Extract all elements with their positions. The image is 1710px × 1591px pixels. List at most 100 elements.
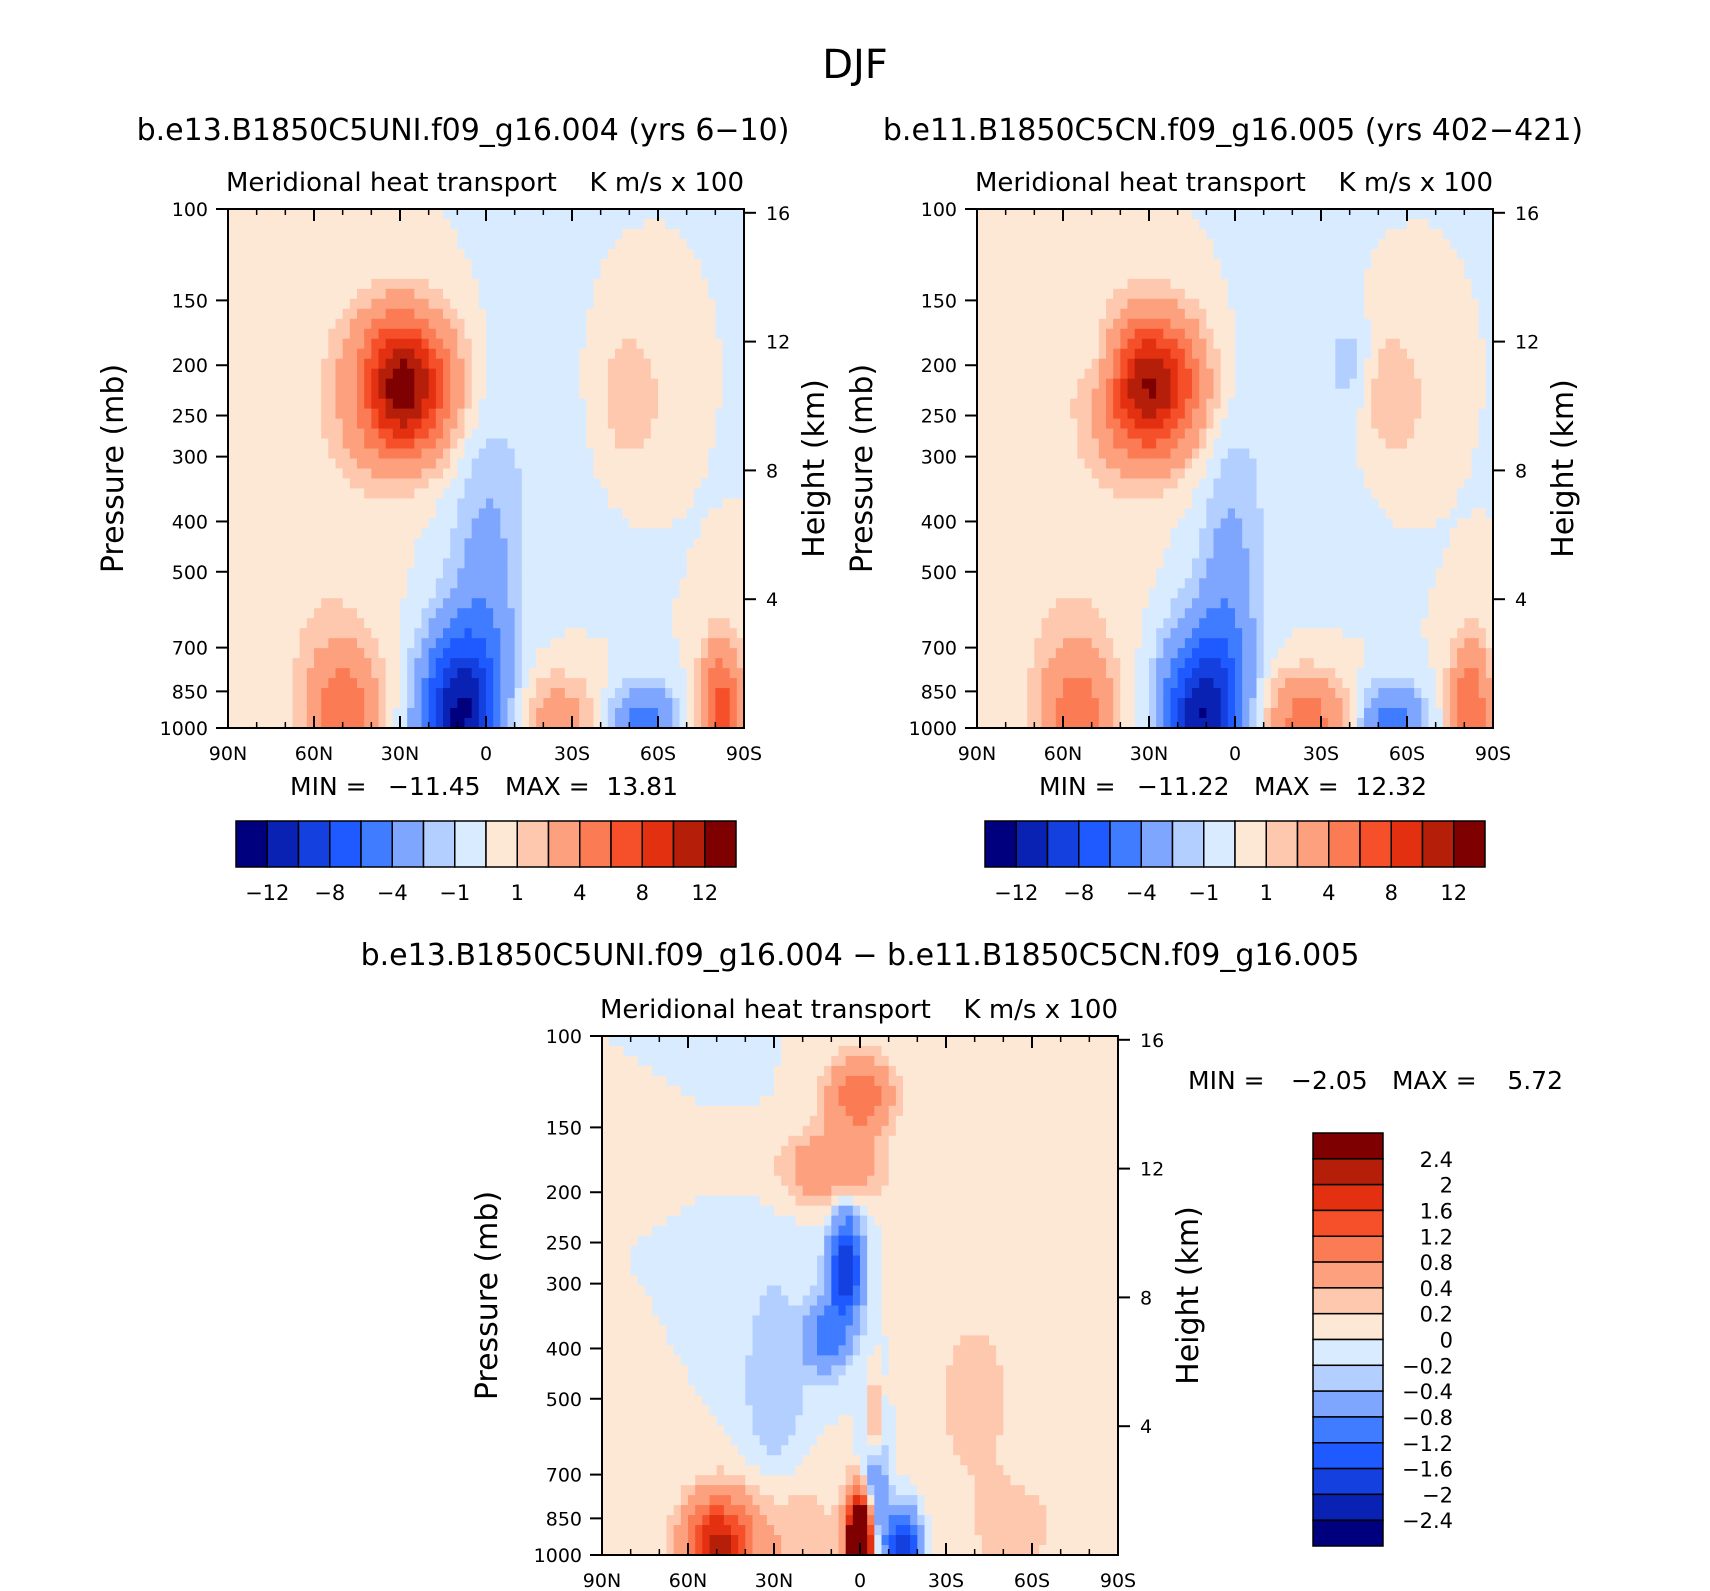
field-cell — [564, 588, 573, 599]
field-cell — [658, 428, 666, 440]
field-cell — [550, 268, 559, 280]
field-cell — [328, 518, 337, 529]
field-cell — [701, 578, 709, 589]
field-cell — [278, 648, 286, 659]
field-cell — [1242, 258, 1250, 270]
field-cell — [636, 528, 645, 539]
field-cell — [521, 458, 530, 470]
field-cell — [1335, 288, 1344, 300]
field-cell — [328, 638, 337, 649]
field-cell — [991, 288, 1000, 300]
field-cell — [263, 568, 272, 579]
field-cell — [371, 488, 380, 500]
field-cell — [715, 698, 724, 709]
field-cell — [543, 528, 552, 539]
field-cell — [263, 588, 272, 599]
field-cell — [572, 388, 580, 400]
field-cell — [493, 428, 501, 440]
field-cell — [722, 648, 731, 659]
field-cell — [1249, 238, 1258, 250]
field-cell — [385, 448, 394, 460]
field-cell — [715, 538, 724, 549]
field-cell — [1407, 268, 1415, 280]
field-cell — [486, 288, 494, 300]
field-cell — [977, 209, 985, 220]
field-cell — [457, 608, 466, 619]
field-cell — [629, 368, 638, 380]
field-cell — [629, 228, 638, 240]
field-cell — [1199, 209, 1207, 220]
field-cell — [1285, 308, 1293, 320]
field-cell — [407, 258, 415, 270]
field-cell — [658, 378, 666, 390]
field-cell — [708, 328, 716, 340]
field-cell — [421, 688, 430, 699]
field-cell — [550, 338, 559, 350]
field-cell — [1299, 328, 1308, 340]
field-cell — [1012, 248, 1021, 260]
field-cell — [521, 248, 530, 260]
field-cell — [636, 698, 645, 709]
field-cell — [1263, 308, 1272, 320]
field-cell — [543, 608, 552, 619]
field-cell — [371, 498, 380, 510]
field-cell — [564, 388, 573, 400]
field-cell — [256, 398, 265, 410]
field-cell — [572, 258, 580, 270]
field-cell — [593, 328, 602, 340]
field-cell — [314, 368, 322, 380]
field-cell — [271, 588, 279, 599]
field-cell — [1206, 228, 1215, 240]
field-cell — [600, 468, 609, 480]
field-cell — [1471, 278, 1480, 290]
field-cell — [1199, 258, 1207, 270]
field-cell — [643, 718, 652, 729]
field-cell — [1206, 258, 1215, 270]
field-cell — [400, 238, 408, 250]
field-cell — [1120, 288, 1129, 300]
field-cell — [1442, 248, 1451, 260]
field-cell — [443, 488, 451, 500]
field-cell — [622, 568, 630, 579]
field-cell — [1012, 228, 1021, 240]
field-cell — [543, 648, 552, 659]
field-cell — [715, 558, 724, 569]
field-cell — [1256, 318, 1265, 330]
field-cell — [1371, 268, 1379, 280]
field-cell — [715, 638, 724, 649]
field-cell — [242, 318, 251, 330]
field-cell — [1055, 318, 1064, 330]
field-cell — [263, 248, 272, 260]
field-cell — [1127, 328, 1136, 340]
field-cell — [471, 618, 480, 629]
field-cell — [550, 348, 559, 360]
field-cell — [428, 528, 437, 539]
field-cell — [1235, 338, 1243, 350]
field-cell — [722, 278, 731, 290]
field-cell — [600, 708, 609, 719]
field-cell — [715, 398, 724, 410]
field-cell — [622, 358, 630, 370]
field-cell — [1077, 278, 1086, 290]
field-cell — [1206, 308, 1215, 320]
field-cell — [457, 658, 466, 669]
field-cell — [658, 318, 666, 330]
field-cell — [357, 528, 365, 539]
field-cell — [514, 358, 523, 370]
field-cell — [514, 588, 523, 599]
field-cell — [521, 408, 530, 420]
field-cell — [550, 398, 559, 410]
field-cell — [285, 378, 294, 390]
field-cell — [1055, 278, 1064, 290]
field-cell — [650, 638, 659, 649]
field-cell — [364, 668, 372, 679]
field-cell — [364, 248, 372, 260]
field-cell — [414, 468, 423, 480]
field-cell — [1106, 218, 1114, 230]
field-cell — [435, 648, 444, 659]
field-cell — [235, 518, 243, 529]
field-cell — [392, 338, 401, 350]
field-cell — [521, 328, 530, 340]
field-cell — [1292, 288, 1301, 300]
field-cell — [457, 338, 466, 350]
